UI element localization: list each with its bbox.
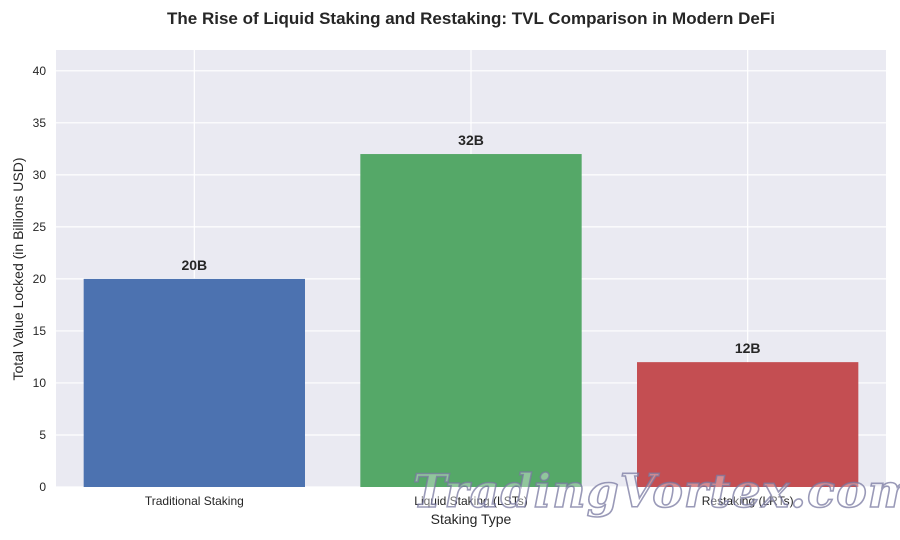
x-axis-ticks: Traditional Staking Liquid Staking (LSTs)… [145, 494, 794, 508]
y-tick-label-6: 30 [33, 168, 47, 182]
y-tick-label-0: 0 [39, 480, 46, 494]
x-tick-label-0: Traditional Staking [145, 494, 244, 508]
bar-value-label-2: 12B [735, 340, 761, 356]
bar-1 [360, 154, 582, 488]
y-tick-label-5: 25 [33, 220, 47, 234]
x-tick-label-2: Restaking (LRTs) [702, 494, 794, 508]
bar-value-label-1: 32B [458, 132, 484, 148]
chart-title: The Rise of Liquid Staking and Restaking… [167, 9, 775, 28]
y-axis-ticks: 0 5 10 15 20 25 30 35 40 [33, 64, 47, 494]
bar-0 [83, 278, 306, 487]
y-tick-label-1: 5 [39, 428, 46, 442]
y-tick-label-2: 10 [33, 376, 47, 390]
watermark-logo: TradingVortex.com [413, 464, 900, 518]
data-labels: 20B 32B 12B [181, 132, 760, 356]
y-tick-label-4: 20 [33, 272, 47, 286]
y-tick-label-3: 15 [33, 324, 47, 338]
bar-2 [637, 362, 859, 487]
bars [83, 154, 859, 488]
y-tick-label-7: 35 [33, 116, 47, 130]
x-axis-label: Staking Type [431, 511, 512, 527]
y-tick-label-8: 40 [33, 64, 47, 78]
bar-value-label-0: 20B [181, 257, 207, 273]
x-tick-label-1: Liquid Staking (LSTs) [414, 494, 527, 508]
y-axis-label: Total Value Locked (in Billions USD) [10, 157, 26, 380]
